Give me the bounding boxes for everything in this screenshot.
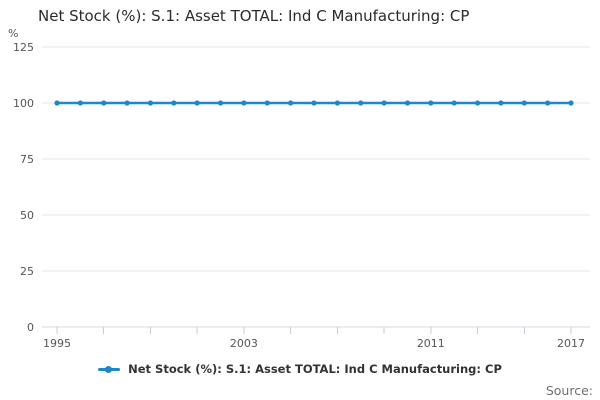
y-tick-label: 75: [20, 153, 34, 166]
data-point[interactable]: [217, 100, 224, 106]
legend-dot-icon: [105, 365, 113, 373]
data-point[interactable]: [545, 100, 551, 106]
data-point[interactable]: [334, 100, 340, 106]
data-point[interactable]: [264, 100, 270, 106]
y-tick-label: 25: [20, 265, 34, 278]
data-point[interactable]: [147, 100, 154, 106]
legend-label: Net Stock (%): S.1: Asset TOTAL: Ind C M…: [128, 362, 502, 376]
data-point[interactable]: [124, 100, 130, 106]
y-tick-label: 100: [13, 97, 34, 110]
legend-marker-icon: [98, 364, 121, 375]
legend-item[interactable]: Net Stock (%): S.1: Asset TOTAL: Ind C M…: [0, 360, 600, 378]
y-tick-label: 50: [20, 209, 34, 222]
y-tick-label: 125: [13, 41, 34, 54]
x-tick-label: 2017: [557, 337, 585, 350]
x-tick-label: 2011: [417, 337, 445, 350]
data-point[interactable]: [521, 100, 527, 106]
y-tick-label: 0: [27, 321, 34, 334]
data-point[interactable]: [54, 100, 60, 106]
data-point[interactable]: [194, 100, 200, 106]
chart-title: Net Stock (%): S.1: Asset TOTAL: Ind C M…: [38, 7, 470, 25]
data-point[interactable]: [404, 100, 411, 106]
data-point[interactable]: [101, 100, 107, 106]
data-point[interactable]: [358, 100, 364, 106]
data-point[interactable]: [568, 100, 574, 106]
data-point[interactable]: [288, 100, 294, 106]
y-axis-unit-label: %: [8, 27, 19, 40]
data-point[interactable]: [428, 100, 434, 106]
source-label: Source:: [545, 383, 593, 398]
data-point[interactable]: [241, 100, 247, 106]
data-point[interactable]: [474, 100, 481, 106]
plot-area[interactable]: 0 25 50 75 100 125 1995 2003 2011 2017: [0, 0, 600, 356]
data-point[interactable]: [451, 100, 457, 106]
data-point[interactable]: [311, 100, 317, 106]
data-point[interactable]: [77, 100, 83, 106]
data-point[interactable]: [171, 100, 177, 106]
x-tick-label: 2003: [230, 337, 258, 350]
data-point[interactable]: [381, 100, 387, 106]
data-point[interactable]: [498, 100, 504, 106]
x-tick-label: 1995: [43, 337, 71, 350]
